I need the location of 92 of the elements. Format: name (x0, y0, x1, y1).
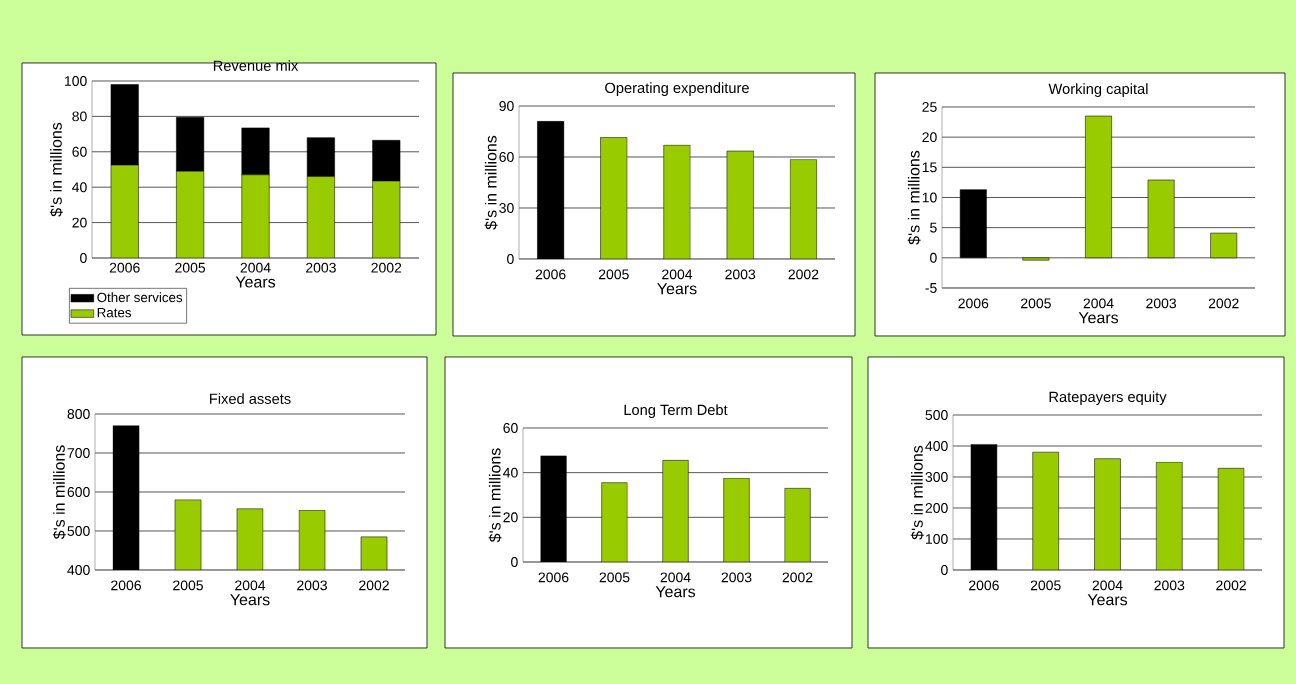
y-axis-title: $'s in millions (907, 150, 921, 245)
chart-title: Ratepayers equity (1049, 391, 1167, 405)
y-tick-label: 0 (80, 253, 87, 263)
y-tick-label: 700 (67, 448, 90, 458)
x-tick-label: 2004 (240, 262, 271, 273)
y-axis-title: $'s in millions (52, 445, 66, 540)
x-tick-label: 2006 (538, 572, 569, 583)
bar (241, 174, 270, 258)
x-tick-label: 2006 (535, 269, 566, 280)
x-tick-label: 2006 (969, 580, 999, 591)
bar (1210, 232, 1238, 259)
x-axis-title: Years (235, 276, 276, 288)
y-tick-label: 80 (72, 111, 87, 122)
bar (1022, 257, 1050, 261)
x-tick-label: 2002 (359, 580, 389, 591)
x-tick-label: 2006 (109, 262, 140, 273)
x-tick-label: 2003 (297, 580, 327, 591)
x-tick-label: 2006 (111, 580, 141, 591)
x-axis-title: Years (1087, 594, 1128, 606)
x-tick-label: 2003 (1154, 580, 1185, 591)
bar (959, 189, 987, 259)
y-tick-label: 500 (925, 410, 948, 420)
x-tick-label: 2004 (1083, 298, 1114, 309)
x-axis-title: Years (655, 586, 696, 598)
chart-title: Fixed assets (210, 393, 291, 404)
y-axis-title: $'s in millions (49, 122, 63, 217)
bar (306, 176, 335, 258)
y-tick-label: 300 (925, 472, 948, 482)
legend-label: Rates (97, 308, 132, 318)
y-tick-label: 25 (922, 102, 937, 112)
x-tick-label: 2003 (721, 572, 752, 583)
y-tick-label: 0 (511, 557, 518, 567)
x-tick-label: 2002 (788, 269, 819, 280)
y-tick-label: 400 (925, 441, 948, 451)
x-tick-label: 2005 (175, 262, 206, 273)
x-tick-label: 2002 (371, 262, 402, 273)
y-tick-label: 100 (926, 534, 948, 544)
y-tick-label: 400 (67, 565, 90, 575)
chart-title: Long Term Debt (624, 404, 728, 418)
y-tick-label: 20 (503, 512, 518, 523)
x-tick-label: 2003 (306, 262, 336, 273)
y-tick-label: 30 (499, 203, 514, 213)
x-tick-label: 2004 (660, 572, 691, 583)
x-tick-label: 2003 (1146, 298, 1177, 309)
y-tick-label: 100 (65, 76, 87, 86)
bar (1085, 115, 1112, 259)
x-tick-label: 2004 (662, 269, 693, 280)
x-tick-label: 2005 (173, 580, 203, 591)
y-tick-label: 40 (503, 467, 518, 478)
y-tick-label: 500 (67, 526, 90, 536)
y-axis-title: $'s in millions (488, 448, 502, 543)
x-tick-label: 2005 (1030, 580, 1061, 591)
x-tick-label: 2003 (725, 269, 756, 280)
x-tick-label: 2004 (235, 580, 266, 591)
x-tick-label: 2002 (782, 572, 813, 583)
chart-title: Working capital (1048, 83, 1148, 97)
y-tick-label: 60 (503, 423, 518, 433)
y-tick-label: 20 (922, 132, 937, 143)
y-tick-label: 90 (499, 101, 514, 111)
y-tick-label: 0 (930, 252, 937, 263)
y-tick-label: -5 (925, 283, 937, 293)
y-axis-title: $'s in millions (484, 135, 498, 230)
y-tick-label: 5 (930, 222, 937, 233)
y-tick-label: 800 (67, 409, 90, 419)
x-tick-label: 2004 (1092, 580, 1123, 591)
x-tick-label: 2005 (598, 269, 629, 280)
x-axis-title: Years (230, 594, 270, 606)
y-tick-label: 15 (922, 162, 937, 173)
bar (372, 180, 401, 258)
x-axis-title: Years (657, 283, 697, 295)
x-tick-label: 2002 (1208, 298, 1239, 309)
y-tick-label: 40 (72, 182, 87, 193)
x-tick-label: 2006 (958, 298, 989, 309)
x-tick-label: 2005 (599, 572, 630, 583)
chart-title: Revenue mix (213, 60, 299, 71)
y-tick-label: 10 (922, 192, 937, 203)
y-tick-label: 0 (941, 565, 948, 575)
chart-title: Operating expenditure (605, 82, 749, 96)
x-tick-label: 2005 (1021, 298, 1051, 309)
bar (110, 164, 139, 258)
legend-label: Other services (97, 292, 183, 303)
y-axis-title: $'s in millions (910, 445, 924, 540)
y-tick-label: 60 (72, 146, 87, 157)
y-tick-label: 60 (499, 152, 514, 162)
x-axis-title: Years (1078, 312, 1119, 324)
x-tick-label: 2002 (1216, 580, 1246, 591)
y-tick-label: 200 (925, 503, 948, 513)
bar (1147, 179, 1175, 259)
y-tick-label: 600 (67, 487, 90, 497)
y-tick-label: 20 (72, 217, 87, 228)
y-tick-label: 0 (507, 254, 514, 264)
bar (176, 170, 205, 258)
